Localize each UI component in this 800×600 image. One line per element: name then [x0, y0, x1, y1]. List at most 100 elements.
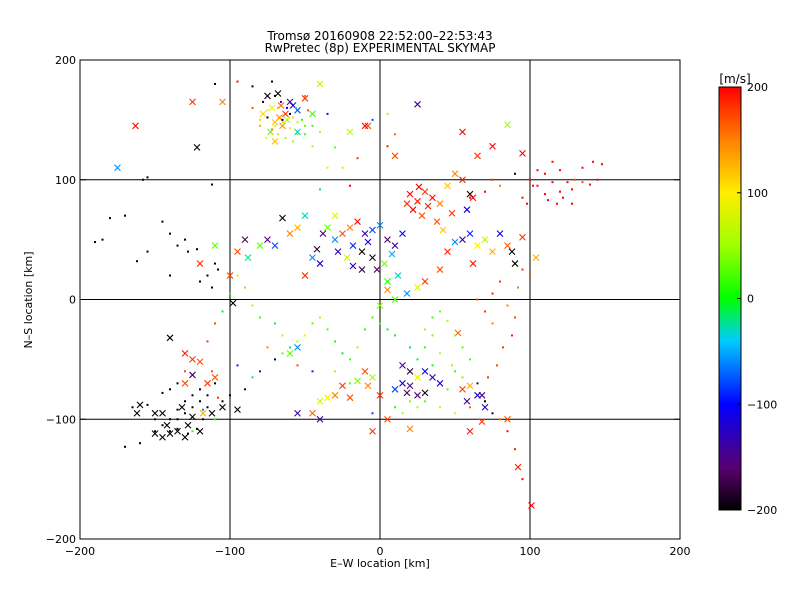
chart-title: Tromsø 20160908 22:52:00–22:53:43 [266, 29, 492, 43]
dot-marker [401, 412, 404, 415]
dot-marker [154, 418, 156, 421]
dot-marker [487, 376, 489, 379]
dot-marker [274, 124, 276, 127]
dot-marker [394, 133, 396, 136]
cross-marker [369, 254, 376, 261]
dot-marker [251, 304, 254, 307]
dot-marker [266, 109, 269, 112]
cross-marker [286, 349, 294, 357]
dot-marker [491, 412, 494, 415]
dot-marker [271, 80, 273, 83]
cross-marker [282, 110, 289, 118]
dot-marker [469, 358, 471, 361]
colorbar-axis: −200 −100 0 100 200 [718, 81, 777, 517]
cross-marker [414, 197, 421, 205]
cross-marker [271, 242, 279, 250]
cross-marker [364, 238, 372, 246]
dot-marker [529, 178, 531, 181]
cross-marker [444, 182, 451, 190]
dot-marker [596, 178, 599, 181]
cross-marker [439, 226, 447, 234]
dot-marker [251, 85, 254, 88]
cross-marker [414, 284, 421, 291]
dot-marker [139, 442, 141, 445]
colorbar-label: [m/s] [719, 72, 750, 86]
dot-marker [236, 364, 239, 367]
axis-ticks: −200 −100 0 100 200 −200 −100 0 100 200 [46, 54, 691, 558]
cross-marker [331, 236, 339, 244]
cross-marker [339, 382, 346, 390]
dot-marker [514, 172, 516, 175]
dot-marker [341, 352, 344, 355]
dot-marker [199, 280, 201, 283]
cross-marker [466, 382, 474, 390]
cross-marker [181, 379, 189, 387]
cross-marker [421, 389, 429, 397]
dot-marker [431, 334, 434, 337]
dot-marker [551, 160, 554, 163]
dot-marker [491, 322, 494, 325]
dot-marker [301, 118, 303, 121]
dot-marker [277, 133, 279, 136]
dot-marker [191, 430, 194, 433]
cross-marker [381, 260, 388, 267]
cross-marker [403, 389, 411, 397]
cross-marker [504, 415, 511, 423]
y-tick-label: −100 [46, 413, 76, 426]
data-points [94, 80, 603, 509]
cross-marker [114, 164, 121, 172]
cross-marker [406, 367, 414, 375]
dot-marker [296, 121, 299, 124]
dot-marker [499, 418, 501, 421]
cross-marker [159, 433, 166, 441]
cross-marker [132, 122, 139, 130]
cross-marker [376, 391, 384, 399]
cross-marker [234, 406, 241, 414]
cross-marker [219, 403, 226, 411]
dot-marker [571, 188, 573, 191]
dot-marker [506, 430, 509, 433]
dot-marker [236, 80, 239, 83]
dot-marker [274, 94, 276, 97]
cross-marker [403, 290, 411, 297]
dot-marker [589, 183, 591, 186]
dot-marker [94, 241, 96, 244]
cross-marker [391, 385, 399, 393]
cross-marker [346, 394, 354, 402]
cross-marker [369, 373, 376, 381]
cross-marker [469, 194, 477, 202]
x-tick-label: 200 [670, 545, 691, 558]
dot-marker [484, 400, 486, 403]
cross-marker [364, 122, 372, 130]
dot-marker [286, 106, 288, 109]
dot-marker [289, 346, 291, 349]
cross-marker [414, 391, 421, 399]
dot-marker [547, 199, 549, 202]
cross-marker [421, 188, 429, 196]
dot-marker [386, 328, 389, 331]
dot-marker [409, 400, 411, 403]
cross-marker [361, 367, 369, 375]
dot-marker [304, 94, 306, 97]
dot-marker [184, 370, 186, 373]
dot-marker [176, 427, 179, 430]
cross-marker [528, 502, 535, 509]
dot-marker [124, 214, 126, 217]
cross-marker [196, 260, 204, 267]
dot-marker [581, 181, 584, 184]
dot-marker [199, 388, 201, 391]
cross-marker [403, 200, 411, 208]
cross-marker [178, 403, 186, 411]
cross-marker [286, 230, 294, 238]
cross-marker [204, 379, 211, 387]
dot-marker [199, 400, 201, 403]
x-tick-label: 0 [377, 545, 384, 558]
dot-marker [559, 190, 561, 193]
cross-marker [384, 415, 391, 423]
dot-marker [506, 304, 509, 307]
dot-marker [274, 322, 276, 325]
dot-marker [574, 178, 576, 181]
cross-marker [331, 391, 339, 399]
dot-marker [394, 334, 396, 337]
dot-marker [491, 178, 494, 181]
